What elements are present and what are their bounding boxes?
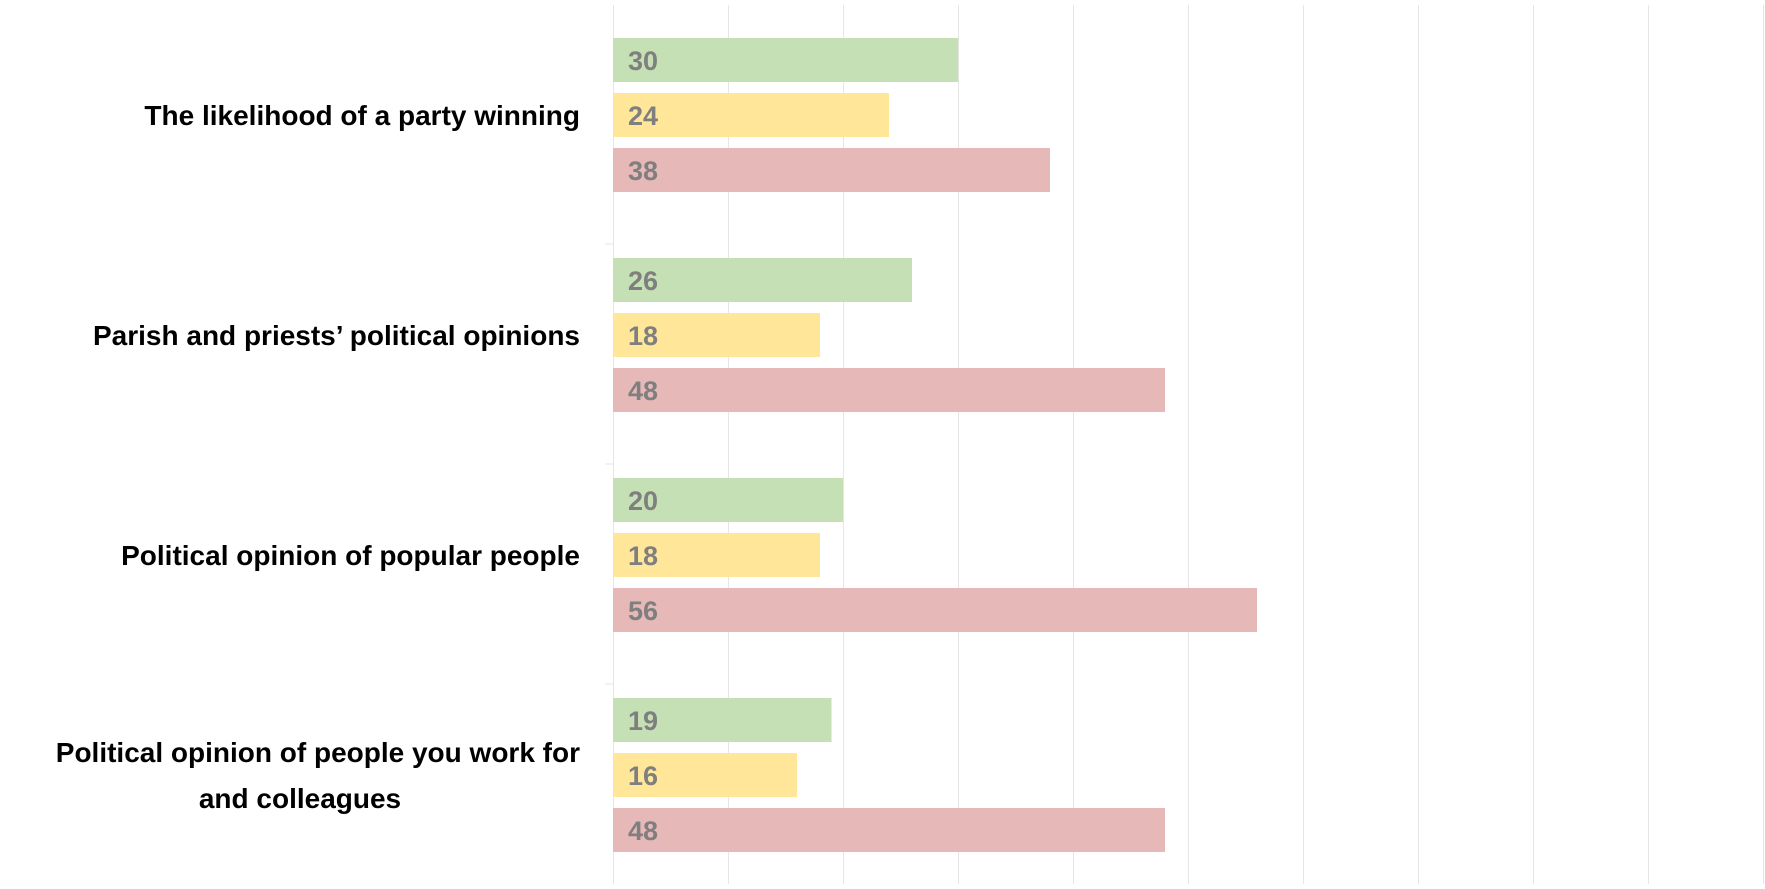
bar [613,698,832,742]
bar [613,368,1165,412]
category-label: Parish and priests’ political opinions [93,320,580,351]
data-label: 18 [628,321,658,351]
data-label: 38 [628,156,658,186]
bar [613,808,1165,852]
bar [613,588,1257,632]
category-label: Political opinion of popular people [121,540,580,571]
data-label: 26 [628,266,658,296]
bar [613,313,820,357]
bar [613,38,958,82]
bar [613,258,912,302]
data-label: 48 [628,816,658,846]
data-label: 30 [628,46,658,76]
data-label: 19 [628,706,658,736]
bar [613,753,797,797]
data-label: 24 [628,101,658,131]
data-label: 16 [628,761,658,791]
data-label: 56 [628,596,658,626]
category-label: Political opinion of people you work for [56,737,580,768]
data-label: 20 [628,486,658,516]
data-label: 18 [628,541,658,571]
labels: 30 24 38 The likelihood of a party winning 2… [56,46,658,846]
data-label: 48 [628,376,658,406]
bar [613,533,820,577]
bar [613,478,843,522]
bar [613,148,1050,192]
bar [613,93,889,137]
category-label: The likelihood of a party winning [144,100,580,131]
category-label: and colleagues [199,783,401,814]
bars [613,38,1257,852]
